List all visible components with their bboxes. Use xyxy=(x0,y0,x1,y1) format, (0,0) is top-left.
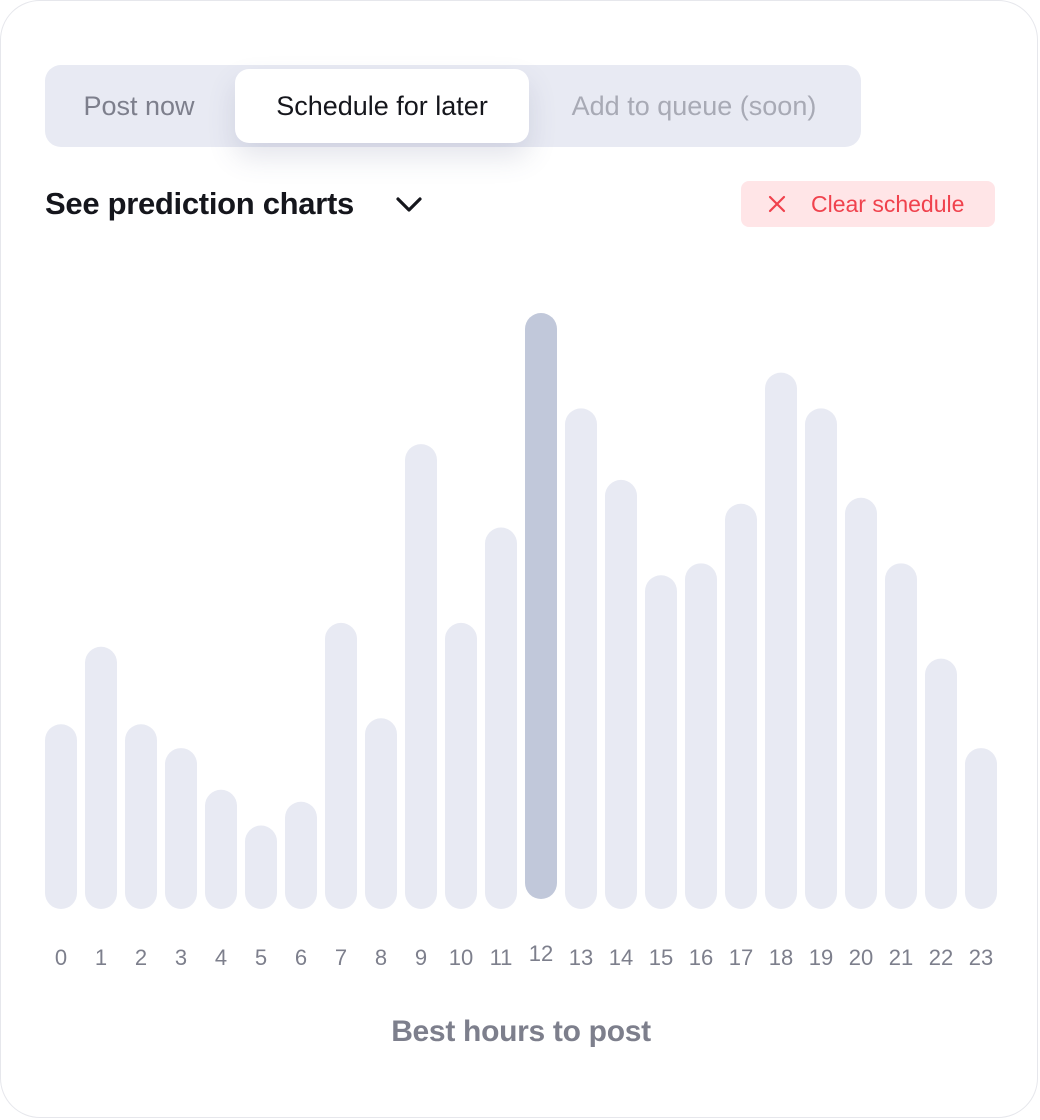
bar-hour-8[interactable] xyxy=(365,718,397,909)
bar-hour-15[interactable] xyxy=(645,575,677,909)
tick-label-17: 17 xyxy=(729,945,753,970)
tick-label-11: 11 xyxy=(490,945,513,970)
tick-label-19: 19 xyxy=(809,945,833,970)
tick-label-15: 15 xyxy=(649,945,673,970)
tick-label-1: 1 xyxy=(95,945,107,970)
tick-label-21: 21 xyxy=(889,945,913,970)
bar-hour-6[interactable] xyxy=(285,801,317,909)
tick-label-13: 13 xyxy=(569,945,593,970)
tab-add-to-queue: Add to queue (soon) xyxy=(571,91,817,121)
tick-label-2: 2 xyxy=(135,945,147,970)
bar-hour-5[interactable] xyxy=(245,825,277,909)
tick-label-12: 12 xyxy=(529,941,553,966)
tab-post-now[interactable]: Post now xyxy=(83,91,195,121)
clear-schedule-label: Clear schedule xyxy=(811,191,965,217)
prediction-charts-label: See prediction charts xyxy=(45,186,354,221)
tab-schedule-for-later[interactable]: Schedule for later xyxy=(235,69,529,143)
tick-label-7: 7 xyxy=(335,945,347,970)
bar-hour-19[interactable] xyxy=(805,408,837,909)
bar-hour-14[interactable] xyxy=(605,479,637,909)
tick-label-14: 14 xyxy=(609,945,633,970)
bar-hour-1[interactable] xyxy=(85,646,117,909)
tick-label-6: 6 xyxy=(295,945,307,970)
clear-schedule-button[interactable]: Clear schedule xyxy=(741,181,995,227)
bar-hour-2[interactable] xyxy=(125,724,157,909)
bar-hour-7[interactable] xyxy=(325,622,357,909)
tick-label-5: 5 xyxy=(255,945,267,970)
bar-hour-22[interactable] xyxy=(925,658,957,909)
bar-hour-23[interactable] xyxy=(965,748,997,909)
tick-label-4: 4 xyxy=(215,945,227,970)
bar-hour-16[interactable] xyxy=(685,563,717,909)
bar-hour-4[interactable] xyxy=(205,789,237,909)
bar-hour-3[interactable] xyxy=(165,748,197,909)
tick-label-18: 18 xyxy=(769,945,793,970)
bar-hour-21[interactable] xyxy=(885,563,917,909)
tick-label-0: 0 xyxy=(55,945,67,970)
tick-label-16: 16 xyxy=(689,945,713,970)
bar-hour-9[interactable] xyxy=(405,444,437,909)
bar-hour-18[interactable] xyxy=(765,372,797,910)
close-icon xyxy=(768,195,786,213)
bar-hour-11[interactable] xyxy=(485,527,517,909)
tick-label-9: 9 xyxy=(415,945,427,970)
bar-hour-17[interactable] xyxy=(725,503,757,909)
tick-label-8: 8 xyxy=(375,945,387,970)
tick-label-10: 10 xyxy=(449,945,473,970)
tick-label-23: 23 xyxy=(969,945,993,970)
bar-hour-20[interactable] xyxy=(845,497,877,909)
bar-hour-0[interactable] xyxy=(45,724,77,909)
bar-hour-12[interactable] xyxy=(525,313,557,899)
bar-hour-10[interactable] xyxy=(445,622,477,909)
chevron-down-icon xyxy=(396,197,422,212)
prediction-charts-toggle[interactable]: See prediction charts xyxy=(45,177,445,231)
best-hours-chart: 0 1 2 3 4 5 6 7 8 9 10 11 12 13 14 15 16 17 18 19 20 21 22 23 xyxy=(45,313,997,970)
post-mode-tabs: Post now Schedule for later Add to queue… xyxy=(45,65,861,147)
tick-label-3: 3 xyxy=(175,945,187,970)
chart-xlabel: Best hours to post xyxy=(391,1015,651,1048)
bar-hour-13[interactable] xyxy=(565,408,597,909)
tick-label-20: 20 xyxy=(849,945,873,970)
tick-label-22: 22 xyxy=(929,945,953,970)
